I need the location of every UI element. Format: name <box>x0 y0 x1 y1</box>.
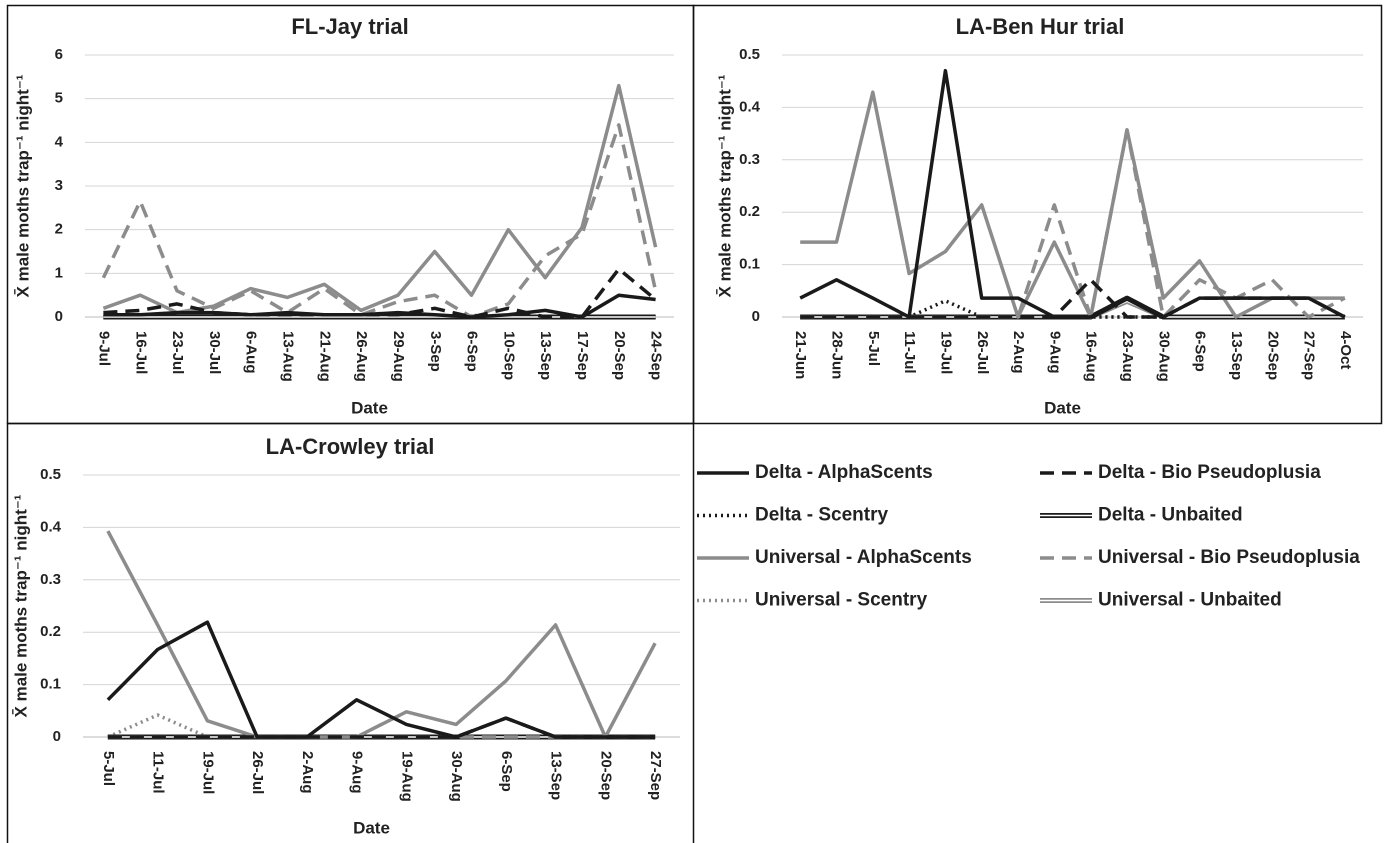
x-tick-label: 9-Aug <box>1046 331 1063 374</box>
x-tick-label: 23-Jul <box>169 331 186 374</box>
y-tick-label: 0.5 <box>739 46 760 63</box>
series-line <box>103 293 656 319</box>
x-tick-label: 30-Jul <box>206 331 223 374</box>
x-tick-label: 30-Aug <box>1155 331 1172 382</box>
x-tick-label: 20-Sep <box>611 331 628 380</box>
y-tick-label: 0.3 <box>739 151 760 168</box>
x-tick-label: 6-Sep <box>498 751 515 792</box>
series-line <box>101 123 658 319</box>
x-tick-label: 28-Jun <box>829 331 846 379</box>
x-tick-label: 9-Jul <box>95 331 112 366</box>
legend-label: Universal - AlphaScents <box>755 547 972 568</box>
x-tick-label: 20-Sep <box>1264 331 1281 380</box>
y-axis-label: X̄ male moths trap⁻¹ night⁻¹ <box>715 74 734 297</box>
x-tick-label: 23-Aug <box>1119 331 1136 382</box>
x-tick-label: 10-Sep <box>500 331 517 380</box>
legend-label: Delta - Scentry <box>755 505 888 526</box>
x-tick-label: 6-Aug <box>243 331 260 374</box>
y-tick-label: 1 <box>55 264 63 281</box>
legend-label: Universal - Unbaited <box>1098 590 1282 611</box>
x-tick-label: 6-Sep <box>464 331 481 372</box>
y-tick-label: 0.4 <box>739 98 761 115</box>
x-tick-label: 6-Sep <box>1192 331 1209 372</box>
x-tick-label: 16-Jul <box>132 331 149 374</box>
x-axis-label: Date <box>353 818 390 837</box>
chart-title: LA-Crowley trial <box>266 434 435 459</box>
y-tick-label: 2 <box>55 221 63 238</box>
y-axis-label: X̄ male moths trap⁻¹ night⁻¹ <box>11 494 30 717</box>
x-tick-label: 26-Aug <box>353 331 370 382</box>
x-tick-label: 17-Sep <box>574 331 591 380</box>
legend-label: Universal - Scentry <box>755 590 928 611</box>
x-tick-label: 5-Jul <box>100 751 117 786</box>
y-tick-label: 0.3 <box>40 571 61 588</box>
x-tick-label: 2-Aug <box>1010 331 1027 374</box>
chart-title: FL-Jay trial <box>291 14 408 39</box>
x-tick-label: 9-Aug <box>349 751 366 794</box>
x-tick-label: 19-Jul <box>199 751 216 794</box>
x-tick-label: 16-Aug <box>1083 331 1100 382</box>
x-tick-label: 2-Aug <box>299 751 316 794</box>
y-tick-label: 0.4 <box>40 518 62 535</box>
series-line <box>106 620 656 739</box>
legend-label: Delta - Unbaited <box>1098 505 1243 526</box>
y-tick-label: 4 <box>55 133 64 150</box>
x-axis-label: Date <box>1044 398 1081 417</box>
y-tick-label: 0 <box>53 728 61 745</box>
x-tick-label: 5-Jul <box>865 331 882 366</box>
y-tick-label: 3 <box>55 177 63 194</box>
x-tick-label: 27-Sep <box>647 751 664 800</box>
x-tick-label: 26-Jul <box>249 751 266 794</box>
x-tick-label: 24-Sep <box>648 331 665 380</box>
x-tick-label: 13-Sep <box>537 331 554 380</box>
series-line <box>799 68 1346 319</box>
x-tick-label: 26-Jul <box>974 331 991 374</box>
panel-border <box>692 4 1383 425</box>
x-tick-label: 13-Sep <box>1228 331 1245 380</box>
legend-label: Delta - AlphaScents <box>755 462 933 483</box>
y-tick-label: 0.1 <box>739 256 760 273</box>
x-tick-label: 13-Sep <box>548 751 565 800</box>
y-tick-label: 0.2 <box>739 203 760 220</box>
x-tick-label: 27-Sep <box>1301 331 1318 380</box>
x-tick-label: 13-Aug <box>280 331 297 382</box>
x-tick-label: 3-Sep <box>427 331 444 372</box>
x-tick-label: 19-Aug <box>398 751 415 802</box>
x-tick-label: 11-Jul <box>150 751 167 794</box>
x-tick-label: 19-Jul <box>937 331 954 374</box>
series-line <box>106 530 657 739</box>
y-tick-label: 6 <box>55 46 63 63</box>
x-tick-label: 21-Aug <box>316 331 333 382</box>
x-tick-label: 29-Aug <box>390 331 407 382</box>
chart-title: LA-Ben Hur trial <box>956 14 1125 39</box>
y-tick-label: 5 <box>55 90 63 107</box>
legend-label: Delta - Bio Pseudoplusia <box>1098 462 1321 483</box>
panel-border <box>6 422 695 843</box>
x-tick-label: 21-Jun <box>792 331 809 379</box>
x-tick-label: 11-Jul <box>901 331 918 374</box>
y-tick-label: 0 <box>752 308 760 325</box>
x-tick-label: 20-Sep <box>597 751 614 800</box>
x-axis-label: Date <box>351 398 388 417</box>
x-tick-label: 30-Aug <box>448 751 465 802</box>
y-axis-label: X̄ male moths trap⁻¹ night⁻¹ <box>13 74 32 297</box>
y-tick-label: 0.2 <box>40 623 61 640</box>
y-tick-label: 0.5 <box>40 466 61 483</box>
legend-label: Universal - Bio Pseudoplusia <box>1098 547 1360 568</box>
y-tick-label: 0 <box>55 308 63 325</box>
series-line <box>800 90 1345 319</box>
y-tick-label: 0.1 <box>40 676 61 693</box>
x-tick-label: 4-Oct <box>1337 331 1354 369</box>
